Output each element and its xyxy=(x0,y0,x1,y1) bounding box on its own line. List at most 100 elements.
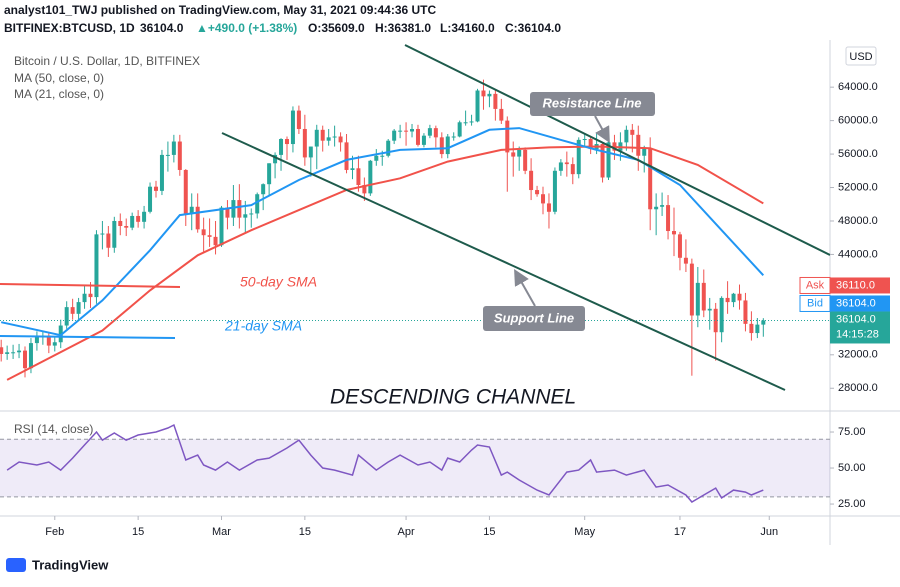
logo: TradingView xyxy=(6,557,109,572)
candle-body xyxy=(481,90,486,97)
candle-body xyxy=(118,220,123,226)
candle-body xyxy=(541,194,546,204)
candle-body xyxy=(350,168,355,170)
candle-body xyxy=(11,352,16,354)
candle-body xyxy=(755,324,760,334)
candle-body xyxy=(195,206,200,230)
legend-ma21: MA (21, close, 0) xyxy=(14,87,104,101)
pane-title: Bitcoin / U.S. Dollar, 1D, BITFINEX xyxy=(14,54,200,68)
candle-body xyxy=(630,129,635,135)
candle-body xyxy=(636,134,641,156)
logo-icon xyxy=(6,558,26,572)
candle-body xyxy=(64,307,69,326)
candle-body xyxy=(344,142,349,170)
candle-body xyxy=(267,163,272,185)
candle-body xyxy=(469,121,474,123)
y-tick-label: 44000.0 xyxy=(838,248,878,260)
rsi-pane xyxy=(0,423,830,503)
candle-body xyxy=(88,293,93,298)
candle-body xyxy=(570,164,575,175)
y-tick-label: 52000.0 xyxy=(838,181,878,193)
candle-body xyxy=(273,154,278,164)
candle-body xyxy=(683,257,688,264)
candle-body xyxy=(338,136,343,143)
bid-name: Bid xyxy=(807,297,823,309)
candle-body xyxy=(743,300,748,324)
candle-body xyxy=(731,293,736,303)
candle-body xyxy=(564,162,569,165)
y-tick-label: 75.00 xyxy=(838,426,866,438)
currency-box[interactable] xyxy=(845,46,877,66)
candle-body xyxy=(165,154,170,156)
candle-body xyxy=(356,168,361,186)
candle-body xyxy=(582,139,587,141)
resistance-box xyxy=(530,92,655,116)
candle-body xyxy=(368,160,373,194)
candle-body xyxy=(707,308,712,311)
candle-body xyxy=(106,233,111,248)
candle-body xyxy=(112,220,117,248)
currency: USD xyxy=(849,51,872,63)
candle-body xyxy=(666,205,671,232)
x-tick-label: 15 xyxy=(299,526,311,538)
candle-body xyxy=(153,186,158,191)
candle-body xyxy=(94,234,99,298)
candle-body xyxy=(219,207,224,246)
candle-body xyxy=(28,343,33,369)
candle-body xyxy=(76,302,81,314)
candle-body xyxy=(493,93,498,109)
candle-body xyxy=(130,215,135,228)
candle-body xyxy=(517,149,522,157)
channel-upper xyxy=(404,44,830,256)
candle-body xyxy=(171,141,176,155)
candle-body xyxy=(249,213,254,215)
candle-body xyxy=(0,347,4,354)
candle-body xyxy=(320,129,325,141)
candle-body xyxy=(237,200,242,218)
sma-21-marker xyxy=(0,335,176,339)
candle-body xyxy=(177,141,182,170)
bid-tag xyxy=(830,295,890,312)
candle-body xyxy=(475,90,480,122)
candle-body xyxy=(404,130,409,132)
candle-body xyxy=(576,139,581,175)
ask-name: Ask xyxy=(806,279,825,291)
x-tick-label: Feb xyxy=(45,526,64,538)
x-tick-label: May xyxy=(574,526,595,538)
candle-body xyxy=(654,206,659,210)
sma-50-marker xyxy=(0,283,181,288)
candle-body xyxy=(279,139,284,155)
y-tick-label: 32000.0 xyxy=(838,349,878,361)
candle-body xyxy=(713,308,718,333)
y-tick-label: 50.00 xyxy=(838,462,866,474)
candle-body xyxy=(588,139,593,150)
candle-body xyxy=(100,233,105,235)
y-tick-label: 25.00 xyxy=(838,498,866,510)
countdown: 14:15:28 xyxy=(836,328,879,340)
candle-body xyxy=(701,282,706,311)
candle-body xyxy=(677,234,682,258)
legend-ma50: MA (50, close, 0) xyxy=(14,71,104,85)
symbol: BITFINEX:BTCUSD, 1D xyxy=(4,21,135,35)
candle-body xyxy=(600,144,605,178)
candle-body xyxy=(624,129,629,143)
publisher: analyst101_TWJ published on TradingView.… xyxy=(4,3,436,17)
footer: TradingView xyxy=(32,557,109,572)
candle-body xyxy=(332,136,337,138)
x-tick-label: 15 xyxy=(483,526,495,538)
candle-body xyxy=(302,128,307,158)
candle-body xyxy=(660,205,665,207)
price-pane xyxy=(0,79,830,381)
candle-body xyxy=(505,120,510,153)
annotation: 21-day SMA xyxy=(224,318,302,334)
candle-body xyxy=(523,149,528,171)
support-box xyxy=(483,306,585,331)
candle-body xyxy=(243,214,248,218)
candle-body xyxy=(314,129,319,147)
candle-body xyxy=(380,155,385,157)
annotation: Resistance Line xyxy=(543,95,642,110)
ask-label: 36110.0 xyxy=(836,279,875,291)
last-price-tag xyxy=(830,311,890,344)
candle-body xyxy=(725,297,730,303)
candle-body xyxy=(326,137,331,141)
